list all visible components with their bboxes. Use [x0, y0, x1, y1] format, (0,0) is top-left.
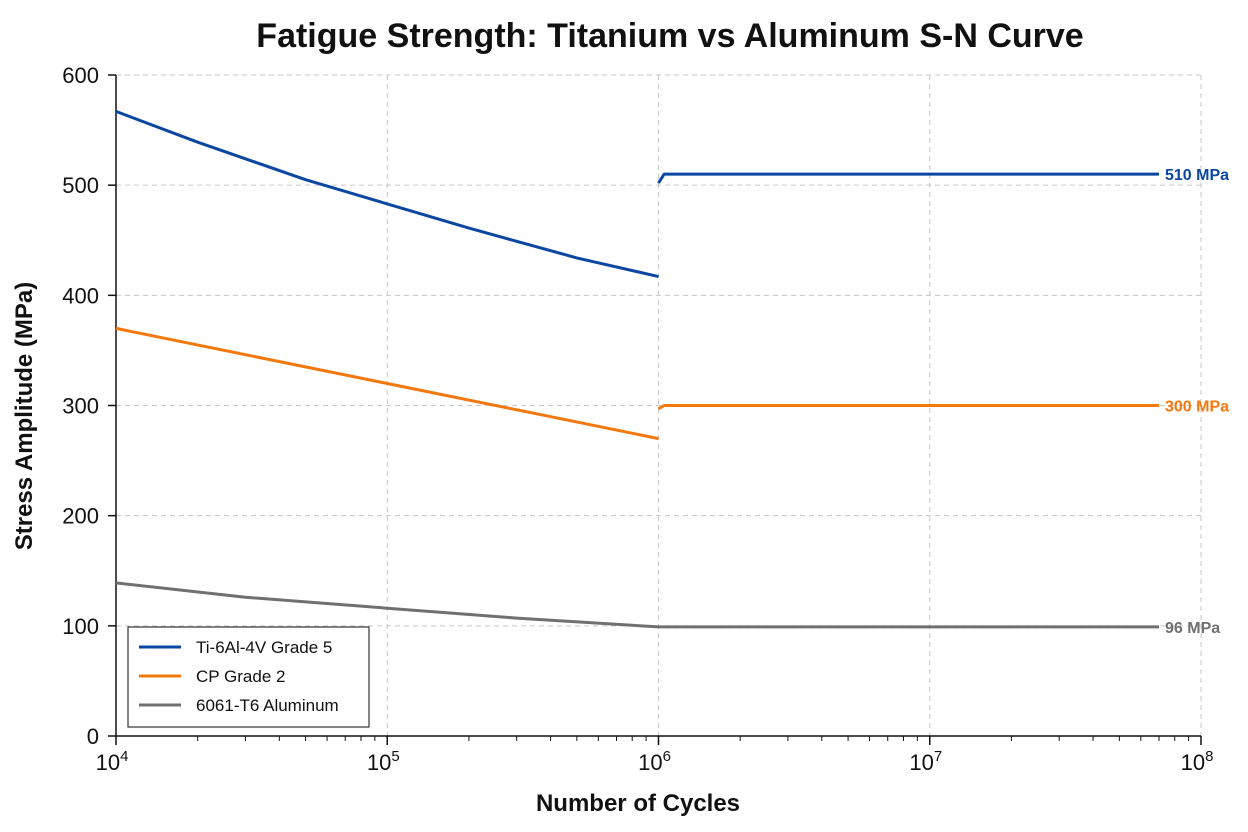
end-label-ti-6al-4v-grade-5: 510 MPa	[1165, 167, 1229, 184]
x-tick-base: 10	[1181, 750, 1205, 775]
x-tick-label: 104	[96, 748, 129, 775]
y-tick-label: 400	[62, 283, 99, 308]
legend: Ti-6Al-4V Grade 5 CP Grade 2 6061-T6 Alumi…	[127, 626, 370, 728]
x-tick-label: 108	[1181, 748, 1214, 775]
end-label-6061-t6-aluminum: 96 MPa	[1165, 620, 1220, 637]
x-axis-title: Number of Cycles	[536, 790, 740, 817]
end-label-cp-grade-2: 300 MPa	[1165, 399, 1229, 416]
x-tick-exponent: 7	[934, 748, 942, 765]
series-plateau-ti-6al-4v-grade-5	[657, 172, 1159, 184]
x-tick-base: 10	[638, 750, 662, 775]
x-tick-label: 107	[909, 748, 942, 775]
y-tick-label: 600	[62, 63, 99, 88]
y-tick-label: 500	[62, 173, 99, 198]
x-tick-label: 106	[638, 748, 671, 775]
x-tick-base: 10	[96, 750, 120, 775]
x-tick-exponent: 6	[663, 748, 671, 765]
legend-label-cp-grade-2: CP Grade 2	[196, 667, 285, 686]
x-tick-base: 10	[909, 750, 933, 775]
series-line-6061-t6-aluminum	[115, 581, 1159, 629]
x-tick-exponent: 4	[120, 748, 128, 765]
y-axis-title: Stress Amplitude (MPa)	[11, 282, 38, 551]
x-tick-base: 10	[367, 750, 391, 775]
y-tick-label: 0	[87, 724, 99, 749]
end-labels: 510 MPa 300 MPa 96 MPa	[1165, 167, 1229, 637]
series-line-cp-grade-2	[115, 326, 659, 441]
x-tick-label: 105	[367, 748, 400, 775]
grid-lines	[116, 74, 1202, 736]
y-tick-label: 300	[62, 394, 99, 419]
y-tick-label: 200	[62, 504, 99, 529]
y-tick-label: 100	[62, 614, 99, 639]
series-line-ti-6al-4v-grade-5	[115, 109, 659, 279]
series-plateau-cp-grade-2	[657, 404, 1159, 411]
legend-label-ti-6al-4v-grade-5: Ti-6Al-4V Grade 5	[196, 638, 332, 657]
series-lines	[115, 109, 1159, 629]
x-tick-exponent: 8	[1205, 748, 1213, 765]
legend-label-6061-t6-aluminum: 6061-T6 Aluminum	[196, 696, 339, 715]
x-tick-exponent: 5	[391, 748, 399, 765]
chart-title: Fatigue Strength: Titanium vs Aluminum S…	[256, 17, 1083, 55]
